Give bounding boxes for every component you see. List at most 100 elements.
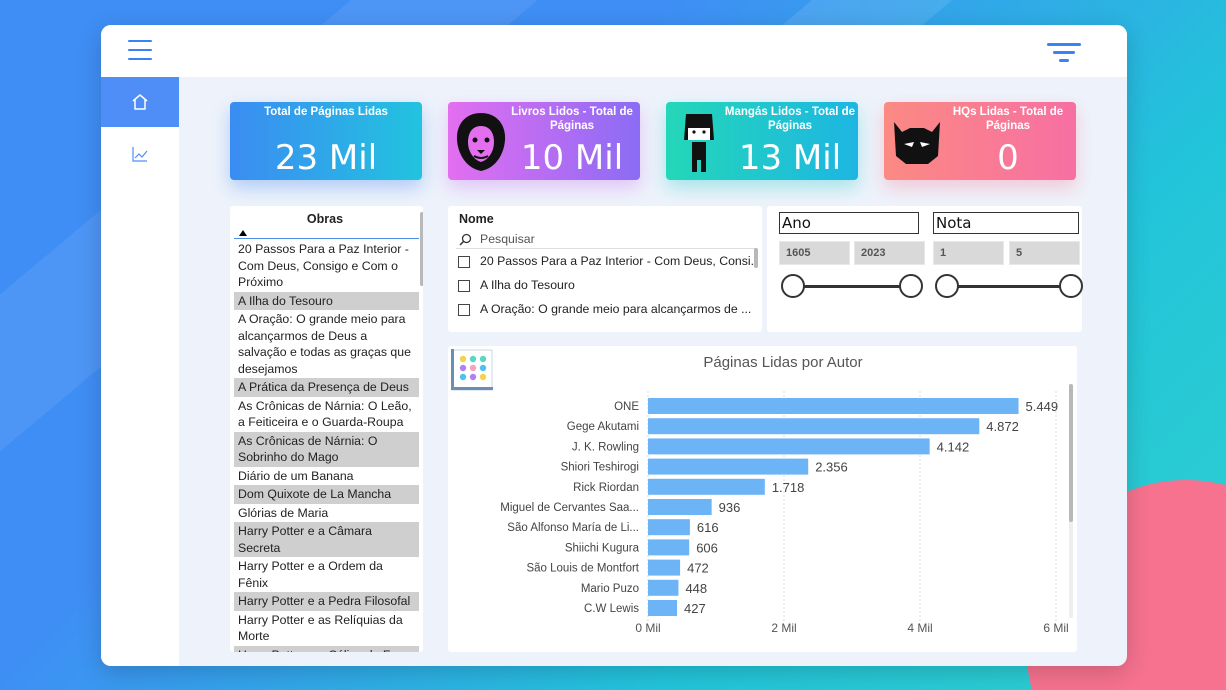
- top-bar: [101, 25, 1127, 77]
- category-label: Miguel de Cervantes Saa...: [500, 502, 639, 514]
- category-label: Shiori Teshirogi: [561, 462, 639, 474]
- bar[interactable]: [648, 438, 930, 455]
- x-tick-label: 0 Mil: [635, 621, 660, 635]
- range-slicers: Ano 1605 2023 Nota 1 5: [767, 206, 1083, 332]
- category-label: J. K. Rowling: [572, 441, 639, 453]
- nome-option-label: A Ilha do Tesouro: [480, 278, 575, 292]
- obras-row[interactable]: A Prática da Presença de Deus: [234, 378, 419, 397]
- obras-row[interactable]: Harry Potter e as Relíquias da Morte: [238, 612, 403, 644]
- nome-slicer-title: Nome: [459, 212, 494, 226]
- card-total-pages: Total de Páginas Lidas 23 Mil: [230, 102, 422, 180]
- hamburger-menu-icon[interactable]: [128, 39, 152, 61]
- line-chart-icon: [132, 147, 148, 162]
- bar-value-label: 427: [684, 601, 706, 616]
- card-title: Mangás Lidos - Total de Páginas: [724, 106, 856, 132]
- bar-value-label: 448: [685, 581, 707, 596]
- category-label: São Louis de Montfort: [526, 563, 639, 575]
- home-icon: [132, 94, 148, 110]
- nome-option[interactable]: A Oração: O grande meio para alcançarmos…: [458, 302, 758, 320]
- card-books: Livros Lidos - Total de Páginas 10 Mil: [448, 102, 640, 180]
- bar[interactable]: [648, 458, 809, 475]
- dashboard-window: Total de Páginas Lidas 23 Mil Livros Lid…: [101, 25, 1127, 666]
- nome-option-label: 20 Passos Para a Paz Interior - Com Deus…: [480, 254, 758, 268]
- search-icon: [459, 233, 472, 246]
- checkbox[interactable]: [458, 304, 470, 316]
- bar-value-label: 606: [696, 540, 718, 555]
- bar[interactable]: [648, 539, 690, 556]
- search-placeholder: Pesquisar: [480, 232, 535, 246]
- chart-title: Páginas Lidas por Autor: [703, 354, 863, 371]
- category-label: Rick Riordan: [573, 482, 639, 494]
- bar-value-label: 936: [719, 500, 741, 515]
- bar-value-label: 472: [687, 561, 709, 576]
- bar[interactable]: [648, 600, 678, 616]
- ano-slider-low-handle[interactable]: [781, 274, 805, 298]
- card-value: 13 Mil: [738, 138, 842, 178]
- ano-slider-high-handle[interactable]: [899, 274, 923, 298]
- bar[interactable]: [648, 478, 765, 495]
- card-value: 23 Mil: [274, 138, 378, 178]
- obras-row[interactable]: Diário de um Banana: [238, 468, 354, 483]
- obras-column-header[interactable]: Obras: [306, 212, 344, 226]
- nota-slider-high-handle[interactable]: [1059, 274, 1083, 298]
- filter-icon[interactable]: [1047, 43, 1081, 69]
- nome-option[interactable]: 20 Passos Para a Paz Interior - Com Deus…: [458, 254, 758, 272]
- nome-slicer: Nome Pesquisar 20 Passos Para a Paz Inte…: [448, 206, 762, 332]
- nome-option-label: A Oração: O grande meio para alcançarmos…: [480, 302, 752, 316]
- obras-row[interactable]: A Ilha do Tesouro: [234, 291, 419, 310]
- bar[interactable]: [648, 559, 681, 576]
- obras-list: 20 Passos Para a Paz Interior - Com Deus…: [234, 240, 419, 652]
- obras-row[interactable]: Glórias de Maria: [238, 505, 329, 520]
- ano-slider-track[interactable]: [793, 285, 911, 288]
- bar-value-label: 616: [697, 520, 719, 535]
- obras-row[interactable]: A Oração: O grande meio para alcançarmos…: [238, 312, 411, 376]
- card-value: 0: [997, 138, 1019, 178]
- category-label: C.W Lewis: [584, 603, 639, 615]
- bar-value-label: 4.142: [937, 439, 970, 454]
- obras-row[interactable]: As Crônicas de Nárnia: O Sobrinho do Mag…: [234, 431, 419, 467]
- ano-max-input[interactable]: 2023: [854, 241, 925, 265]
- batman-mask-icon: [894, 122, 940, 164]
- checkbox[interactable]: [458, 280, 470, 292]
- bar-value-label: 2.356: [815, 460, 848, 475]
- nome-scrollbar[interactable]: [754, 248, 758, 268]
- category-label: Shiichi Kugura: [565, 542, 640, 554]
- lion-icon: [456, 113, 506, 171]
- nav-home[interactable]: [101, 77, 179, 127]
- nota-slider-track[interactable]: [947, 285, 1071, 288]
- bar[interactable]: [648, 519, 690, 536]
- obras-row[interactable]: Dom Quixote de La Mancha: [234, 485, 419, 504]
- bar-value-label: 1.718: [772, 480, 805, 495]
- bar[interactable]: [648, 579, 679, 596]
- bar[interactable]: [648, 398, 1019, 414]
- nota-slider-low-handle[interactable]: [935, 274, 959, 298]
- bar[interactable]: [648, 418, 980, 435]
- bar-value-label: 4.872: [986, 419, 1019, 434]
- obras-row[interactable]: Harry Potter e o Cálice de Fogo: [234, 645, 419, 652]
- obras-row[interactable]: Harry Potter e a Câmara Secreta: [234, 522, 419, 557]
- obras-row[interactable]: As Crônicas de Nárnia: O Leão, a Feitice…: [238, 398, 412, 430]
- nota-min-input[interactable]: 1: [933, 241, 1004, 265]
- bar-value-label: 5.449: [1026, 399, 1059, 414]
- obras-row[interactable]: Harry Potter e a Ordem da Fênix: [238, 559, 383, 590]
- card-hqs: HQs Lidas - Total de Páginas 0: [884, 102, 1076, 180]
- card-mangas: Mangás Lidos - Total de Páginas 13 Mil: [666, 102, 858, 180]
- checkbox[interactable]: [458, 256, 470, 268]
- chart-scrollbar[interactable]: [1069, 384, 1073, 522]
- obras-row[interactable]: Harry Potter e a Pedra Filosofal: [234, 592, 419, 611]
- x-tick-label: 6 Mil: [1043, 621, 1068, 635]
- obras-scrollbar[interactable]: [420, 212, 423, 286]
- nome-search-input[interactable]: Pesquisar: [456, 231, 756, 249]
- bar[interactable]: [648, 499, 712, 515]
- manga-character-icon: [684, 114, 714, 172]
- ano-min-input[interactable]: 1605: [779, 241, 850, 265]
- ano-slider-label: Ano: [779, 212, 919, 234]
- sort-ascending-icon[interactable]: [239, 230, 247, 236]
- card-title: Livros Lidos - Total de Páginas: [511, 106, 633, 132]
- nome-option[interactable]: A Ilha do Tesouro: [458, 278, 758, 296]
- category-label: Gege Akutami: [567, 421, 639, 433]
- obras-row[interactable]: 20 Passos Para a Paz Interior - Com Deus…: [238, 242, 409, 289]
- nav-analytics[interactable]: [101, 129, 179, 179]
- sidebar: [101, 77, 179, 666]
- nota-max-input[interactable]: 5: [1009, 241, 1080, 265]
